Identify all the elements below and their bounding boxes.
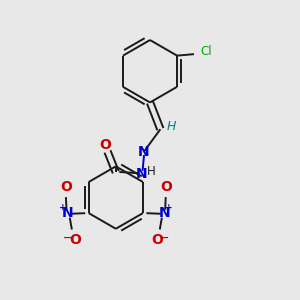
Text: +: +	[165, 203, 173, 212]
Text: H: H	[146, 166, 155, 178]
Text: N: N	[61, 206, 73, 220]
Text: −: −	[63, 233, 72, 243]
Text: N: N	[138, 145, 149, 159]
Text: +: +	[59, 203, 66, 212]
Text: H: H	[167, 120, 176, 133]
Text: N: N	[136, 167, 148, 182]
Text: O: O	[160, 180, 172, 194]
Text: −: −	[160, 233, 169, 243]
Text: O: O	[69, 232, 81, 247]
Text: O: O	[60, 180, 72, 194]
Text: Cl: Cl	[201, 45, 212, 58]
Text: O: O	[151, 232, 163, 247]
Text: N: N	[158, 206, 170, 220]
Text: O: O	[99, 138, 111, 152]
